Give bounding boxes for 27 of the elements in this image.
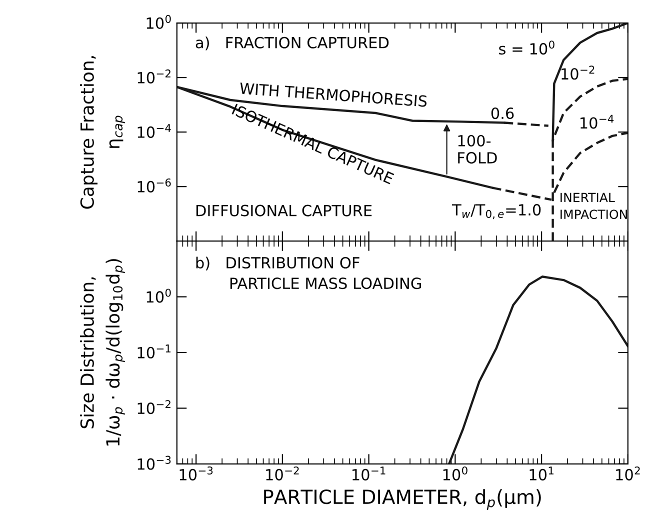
annotation: T$_{w}$/T$_{0,e}$=1.0: [452, 204, 541, 220]
annotation: 0.6: [491, 107, 514, 120]
x-tick-label: 10$^{−3}$: [180, 466, 213, 480]
y-tick-label: 10$^{−2}$: [138, 400, 170, 414]
y-tick-label: 10$^{0}$: [146, 14, 171, 29]
x-tick-label: 10$^{−1}$: [352, 466, 386, 480]
annotation: b) DISTRIBUTION OF PARTICLE MASS LOADING: [196, 256, 421, 290]
x-tick-label: 10$^{2}$: [616, 466, 640, 480]
annotation: 10$^{−2}$: [562, 66, 594, 80]
y-tick-label: 10$^{−2}$: [138, 69, 170, 84]
text: Size Distribution, 1/ω$_{p}$ · dω$_{p}$/d(log$_{10}$d$_{p}$): [80, 259, 126, 446]
annotation: s = 10$^{0}$: [499, 40, 554, 55]
x-axis-title: PARTICLE DIAMETER, d$_{p}$(μm): [264, 489, 541, 510]
annotation: DIFFUSIONAL CAPTURE: [196, 204, 372, 216]
y-tick-label: 10$^{0}$: [146, 288, 171, 303]
x-tick-label: 10$^{0}$: [443, 466, 468, 480]
y-axis-title: Capture Fraction, η$_{cap}$: [80, 56, 126, 209]
y-tick-label: 10$^{−6}$: [138, 178, 171, 192]
x-tick-label: 10$^{1}$: [530, 466, 554, 480]
y-tick-label: 10$^{−3}$: [138, 456, 171, 470]
annotation: INERTIAL IMPACTION: [560, 192, 627, 220]
y-tick-label: 10$^{−1}$: [138, 344, 171, 358]
x-tick-label: 10$^{−2}$: [266, 466, 299, 480]
annotation: 100-FOLD: [458, 134, 497, 164]
y-tick-label: 10$^{−4}$: [138, 124, 171, 138]
annotation: 10$^{−4}$: [580, 114, 614, 129]
annotation: a) FRACTION CAPTURED: [196, 36, 389, 50]
